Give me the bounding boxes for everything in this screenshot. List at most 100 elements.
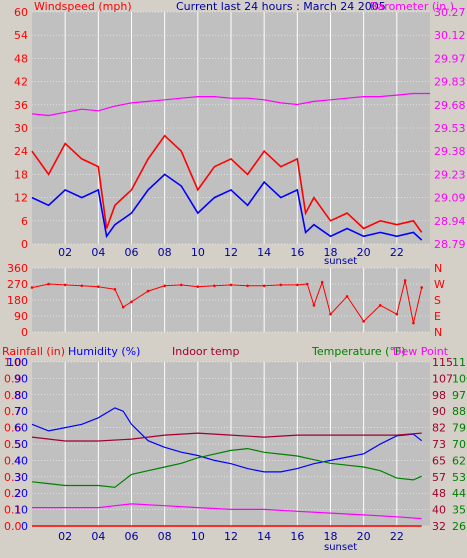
temperature-tick-label: 53 [452,471,466,484]
wind-direction-point [163,284,166,288]
wind-direction-point [279,283,283,287]
barometer-tick-label: 29.83 [434,76,466,89]
wind-direction-point [305,282,309,286]
gust-line [31,173,423,241]
indoor-temp-tick-label: 90 [432,405,446,418]
barometer-tick-label: 28.94 [434,215,466,228]
rain-tick-label: 0.9 [4,372,22,385]
temperature-axis-title: Temperature (°F) [311,345,406,358]
wind-direction-point [97,285,100,288]
sunset-label-3: sunset [324,542,357,553]
panel3-temp-axis-a: 32 40 48 57 65 73 82 90 98 107 115 [432,356,453,533]
humidity-tick-label: 40 [14,454,28,467]
rain-tick-label: 0.2 [4,487,22,500]
rain-tick-label: 0.0 [4,520,22,533]
rain-tick-label: 0.6 [4,422,22,435]
rain-tick-label: 1.0 [4,356,22,369]
hour-tick-label: 02 [58,530,72,543]
wind-tick-label: 42 [14,76,28,89]
panel3-temp-axis-b: 26 35 44 53 62 70 79 88 97 106 115 [452,356,467,533]
temperature-line [31,447,422,488]
hour-tick-label: 14 [257,246,271,259]
rain-tick-label: 0.7 [4,405,22,418]
panel3-series [31,407,423,527]
wind-direction-point [320,280,324,284]
humidity-tick-label: 100 [7,356,28,369]
wind-direction-point [30,286,34,289]
hour-tick-label: 16 [290,246,304,259]
indoor-temp-tick-label: 115 [432,356,453,369]
wind-tick-label: 6 [21,215,28,228]
hour-tick-label: 06 [125,246,139,259]
direction-tick-label: 360 [7,262,28,275]
hour-tick-label: 12 [224,530,238,543]
barometer-tick-label: 29.23 [434,168,466,181]
panel3-humidity-axis: 0 10 20 30 40 50 60 70 80 90 100 [7,356,28,533]
panel1-series [31,92,430,241]
panel3-rain-axis: 0.0 0.1 0.2 0.3 0.4 0.5 0.6 0.7 0.8 0.9 1.0 [4,356,22,533]
rain-tick-label: 0.4 [4,454,22,467]
barometer-tick-label: 29.38 [434,145,466,158]
temperature-humidity-panel: 0.0 0.1 0.2 0.3 0.4 0.5 0.6 0.7 0.8 0.9 1.0 0 10 20 3… [2,345,467,553]
hour-tick-label: 22 [390,246,404,259]
hour-tick-label: 16 [290,530,304,543]
wind-direction-point [362,320,365,323]
wind-direction-point [213,284,216,288]
direction-tick-label: 90 [14,310,28,323]
temperature-tick-label: 26 [452,520,466,533]
barometer-tick-label: 29.68 [434,99,466,112]
wind-direction-point [63,283,67,287]
temperature-tick-label: 79 [452,422,466,435]
rainfall-axis-title: Rainfall (in) [2,345,65,358]
hour-tick-label: 20 [357,530,371,543]
indoor-temp-tick-label: 32 [432,520,446,533]
humidity-tick-label: 60 [14,422,28,435]
direction-tick-label: 180 [7,294,28,307]
wind-direction-point [47,282,50,286]
barometer-tick-label: 30.27 [434,6,466,19]
indoor-temp-tick-label: 98 [432,389,446,402]
chart-title: Current last 24 hours : March 24 2005 [176,0,386,13]
panel3-x-axis: 02 04 06 08 10 12 14 16 18 20 22 [58,530,404,543]
humidity-tick-label: 30 [14,471,28,484]
humidity-line [31,407,423,473]
hour-tick-label: 04 [91,530,105,543]
wind-direction-point [412,321,415,325]
barometer-tick-label: 29.53 [434,122,466,135]
humidity-tick-label: 20 [14,487,28,500]
hour-tick-label: 08 [158,530,172,543]
panel1-right-axis: 28.79 28.94 29.09 29.23 29.38 29.53 29.68 29.83… [434,6,466,251]
indoor-temp-title: Indoor temp [172,345,239,358]
indoor-temp-tick-label: 107 [432,372,453,385]
wind-tick-label: 18 [14,168,28,181]
hour-tick-label: 02 [58,246,72,259]
wind-tick-label: 12 [14,192,28,205]
wind-direction-point [420,286,424,289]
humidity-axis-title: Humidity (%) [68,345,140,358]
wind-direction-point [246,284,249,288]
indoor-temp-line [31,432,422,442]
wind-axis-title: Windspeed (mph) [34,0,132,13]
temperature-tick-label: 115 [452,356,467,369]
rain-tick-label: 0.3 [4,471,22,484]
panel2-left-axis: 0 90 180 270 360 [7,262,28,339]
indoor-temp-tick-label: 40 [432,504,446,517]
rain-tick-label: 0.8 [4,389,22,402]
hour-tick-label: 04 [91,246,105,259]
wind-direction-point [312,304,316,307]
rain-tick-label: 0.1 [4,504,22,517]
indoor-temp-tick-label: 65 [432,454,446,467]
hour-tick-label: 12 [224,246,238,259]
hour-tick-label: 22 [390,530,404,543]
wind-direction-point [395,312,399,316]
barometer-tick-label: 29.97 [434,52,466,65]
hour-tick-label: 10 [191,530,205,543]
temperature-tick-label: 106 [452,372,467,385]
wind-direction-point [345,295,349,298]
wind-tick-label: 24 [14,145,28,158]
temperature-tick-label: 62 [452,454,466,467]
